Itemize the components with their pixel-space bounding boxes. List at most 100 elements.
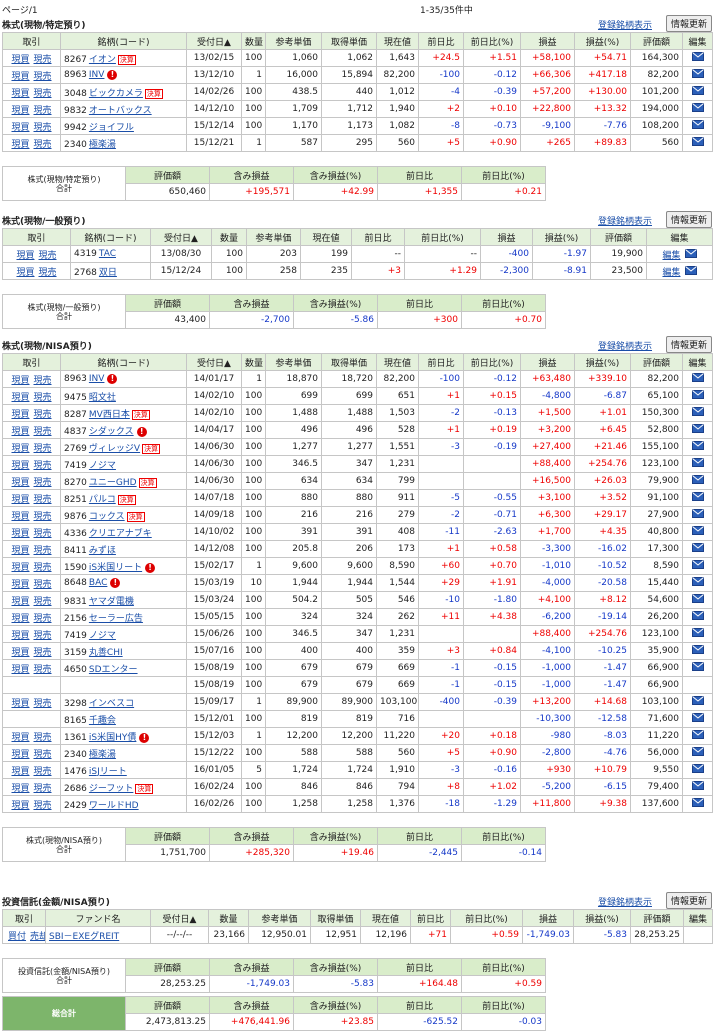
trade-link[interactable]: 現買: [11, 800, 30, 811]
trade-link[interactable]: 現買: [16, 267, 35, 278]
trade-link[interactable]: 現売: [33, 139, 52, 150]
mail-icon[interactable]: [691, 475, 704, 484]
name-link[interactable]: コックス: [88, 511, 125, 522]
name-link[interactable]: ヤマダ電機: [88, 596, 134, 607]
trade-link[interactable]: 現買: [11, 494, 30, 505]
mail-icon[interactable]: [691, 594, 704, 603]
trade-link[interactable]: 現売: [33, 426, 52, 437]
name-link[interactable]: シダックス: [88, 426, 134, 437]
trade-link[interactable]: 現買: [11, 477, 30, 488]
mail-icon[interactable]: [691, 696, 704, 705]
name-link[interactable]: ユニーGHD: [88, 477, 137, 488]
trade-link[interactable]: 現売: [33, 105, 52, 116]
name-link[interactable]: 極楽湯: [88, 139, 116, 150]
trade-link[interactable]: 現買: [11, 71, 30, 82]
trade-link[interactable]: 現売: [33, 783, 52, 794]
trade-link[interactable]: 現買: [11, 122, 30, 133]
trade-link[interactable]: 現買: [11, 579, 30, 590]
trade-link[interactable]: 現売: [33, 766, 52, 777]
trade-link[interactable]: 現買: [11, 766, 30, 777]
name-link[interactable]: SBI－EXEグREIT: [49, 931, 120, 942]
trade-link[interactable]: 現売: [33, 647, 52, 658]
trade-link[interactable]: 現売: [33, 664, 52, 675]
mail-icon[interactable]: [691, 798, 704, 807]
trade-link[interactable]: 現買: [11, 88, 30, 99]
trade-link[interactable]: 現売: [33, 545, 52, 556]
mail-icon[interactable]: [691, 781, 704, 790]
trade-link[interactable]: 現買: [11, 426, 30, 437]
mail-icon[interactable]: [691, 662, 704, 671]
refresh-button[interactable]: 情報更新: [665, 15, 712, 32]
mail-icon[interactable]: [691, 628, 704, 637]
trade-link[interactable]: 現買: [11, 630, 30, 641]
trade-link[interactable]: 現買: [11, 647, 30, 658]
name-link[interactable]: iSJリート: [88, 766, 127, 777]
trade-link[interactable]: 現売: [33, 528, 52, 539]
trade-link[interactable]: 現売: [33, 579, 52, 590]
trade-link[interactable]: 現買: [11, 749, 30, 760]
trade-link[interactable]: 買付: [8, 931, 27, 942]
trade-link[interactable]: 現売: [33, 443, 52, 454]
trade-link[interactable]: 現買: [11, 562, 30, 573]
trade-link[interactable]: 現買: [11, 732, 30, 743]
name-link[interactable]: INV: [88, 374, 105, 384]
trade-link[interactable]: 現売: [38, 267, 57, 278]
name-link[interactable]: イオン: [88, 54, 116, 65]
trade-link[interactable]: 現買: [11, 139, 30, 150]
mail-icon[interactable]: [691, 713, 704, 722]
mail-icon[interactable]: [691, 424, 704, 433]
mail-icon[interactable]: [691, 120, 704, 129]
name-link[interactable]: iS米国HY債: [88, 732, 137, 743]
trade-link[interactable]: 現売: [33, 409, 52, 420]
trade-link[interactable]: 現売: [33, 630, 52, 641]
edit-link[interactable]: 編集: [662, 267, 681, 278]
refresh-button[interactable]: 情報更新: [665, 211, 712, 228]
trade-link[interactable]: 現買: [11, 613, 30, 624]
refresh-button[interactable]: 情報更新: [665, 892, 712, 909]
name-link[interactable]: みずほ: [88, 545, 116, 556]
mail-icon[interactable]: [691, 137, 704, 146]
name-link[interactable]: ワールドHD: [88, 800, 139, 811]
mail-icon[interactable]: [691, 86, 704, 95]
name-link[interactable]: ジョイフル: [88, 122, 134, 133]
name-link[interactable]: クリエアナブキ: [88, 528, 152, 539]
name-link[interactable]: MV西日本: [88, 409, 130, 420]
mail-icon[interactable]: [691, 441, 704, 450]
mail-icon[interactable]: [691, 390, 704, 399]
mail-icon[interactable]: [691, 52, 704, 61]
trade-link[interactable]: 現売: [33, 375, 52, 386]
name-link[interactable]: ノジマ: [88, 630, 116, 641]
register-link[interactable]: 登録銘柄表示: [597, 217, 652, 227]
name-link[interactable]: iS米国リート: [88, 562, 143, 573]
mail-icon[interactable]: [691, 69, 704, 78]
trade-link[interactable]: 現売: [33, 122, 52, 133]
trade-link[interactable]: 現買: [11, 409, 30, 420]
name-link[interactable]: INV: [88, 70, 105, 80]
name-link[interactable]: ノジマ: [88, 460, 116, 471]
mail-icon[interactable]: [691, 560, 704, 569]
name-link[interactable]: オートバックス: [88, 105, 152, 116]
mail-icon[interactable]: [691, 645, 704, 654]
name-link[interactable]: パルコ: [88, 494, 116, 505]
trade-link[interactable]: 現買: [11, 511, 30, 522]
name-link[interactable]: BAC: [88, 578, 108, 588]
trade-link[interactable]: 現売: [33, 54, 52, 65]
trade-link[interactable]: 現売: [33, 749, 52, 760]
trade-link[interactable]: 現売: [33, 88, 52, 99]
trade-link[interactable]: 現買: [11, 528, 30, 539]
name-link[interactable]: 昭文社: [88, 392, 116, 403]
name-link[interactable]: セーラー広告: [88, 613, 143, 624]
trade-link[interactable]: 現買: [11, 545, 30, 556]
register-link[interactable]: 登録銘柄表示: [597, 898, 652, 908]
trade-link[interactable]: 現売: [33, 698, 52, 709]
name-link[interactable]: インベスコ: [88, 698, 135, 709]
mail-icon[interactable]: [691, 373, 704, 382]
mail-icon[interactable]: [684, 248, 697, 258]
trade-link[interactable]: 現買: [11, 783, 30, 794]
trade-link[interactable]: 現買: [11, 54, 30, 65]
trade-link[interactable]: 現売: [33, 511, 52, 522]
trade-link[interactable]: 現売: [33, 494, 52, 505]
name-link[interactable]: TAC: [98, 249, 116, 259]
mail-icon[interactable]: [691, 543, 704, 552]
name-link[interactable]: ジーフット: [88, 783, 134, 794]
